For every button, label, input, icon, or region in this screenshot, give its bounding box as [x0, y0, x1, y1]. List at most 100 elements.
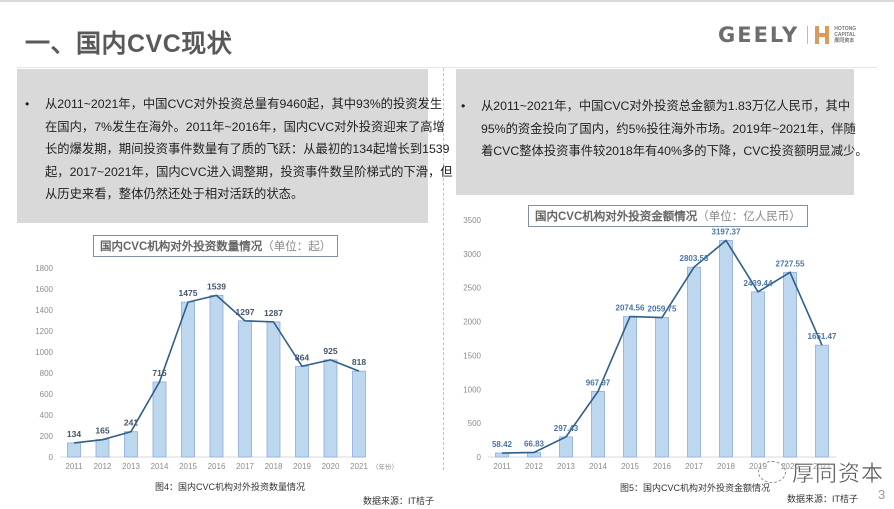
data-label: 1297 — [236, 307, 255, 317]
x-tick-label: 2018 — [717, 462, 735, 471]
bar — [124, 431, 138, 458]
bar — [238, 320, 252, 458]
brand-logo: GEELY HOTONG CAPITAL 厚同资本 — [718, 22, 856, 48]
data-label: 818 — [352, 357, 366, 367]
y-tick-label: 1500 — [463, 351, 481, 360]
data-label: 1539 — [207, 281, 226, 291]
data-label: 2727.55 — [776, 259, 805, 268]
data-label: 715 — [152, 368, 166, 378]
y-tick-label: 1400 — [35, 306, 53, 315]
page-number: 3 — [878, 487, 886, 502]
y-tick-label: 500 — [468, 419, 482, 428]
left-data-source: 数据来源：IT桔子 — [363, 496, 434, 506]
wechat-icon — [758, 461, 786, 483]
bar — [751, 291, 765, 458]
x-tick-label: 2017 — [685, 462, 703, 471]
y-tick-label: 800 — [40, 369, 54, 378]
left-summary-text: • 从2011~2021年，中国CVC对外投资总量有9460起，其中93%的投资… — [25, 93, 453, 206]
data-label: 925 — [323, 346, 337, 356]
y-tick-label: 0 — [49, 453, 54, 462]
y-tick-label: 1000 — [35, 348, 53, 357]
x-tick-label: 2014 — [151, 462, 169, 471]
trend-line — [73, 294, 360, 444]
x-tick-label: 2020 — [322, 462, 340, 471]
y-tick-label: 3500 — [463, 216, 481, 225]
left-chart-title: 国内CVC机构对外投资数量情况（单位：起） — [93, 235, 339, 257]
y-tick-label: 2500 — [463, 284, 481, 293]
bar — [323, 359, 338, 458]
y-tick-label: 1800 — [35, 264, 53, 273]
bar — [152, 381, 167, 458]
left-chart-caption: 图4：国内CVC机构对外投资数量情况 — [155, 482, 306, 492]
x-tick-label: 2021 — [350, 462, 368, 471]
trend-line — [501, 239, 823, 454]
data-label: 864 — [295, 352, 309, 362]
data-label: 134 — [67, 429, 81, 439]
bar — [687, 266, 701, 458]
x-tick-label: 2021 — [813, 462, 831, 471]
bullet-icon: • — [25, 97, 30, 111]
x-tick-label: 2011 — [493, 462, 511, 471]
data-label: 66.83 — [524, 439, 545, 448]
bar — [67, 442, 81, 458]
hotong-capital-logo: HOTONG CAPITAL 厚同资本 — [834, 26, 857, 44]
y-tick-label: 1000 — [463, 385, 481, 394]
y-tick-label: 0 — [477, 453, 482, 462]
x-tick-label: 2016 — [208, 462, 226, 471]
y-tick-label: 600 — [40, 390, 54, 399]
right-data-source: 数据来源：IT桔子 — [787, 494, 858, 504]
bar — [719, 240, 733, 458]
right-summary-box — [456, 69, 854, 195]
bar — [266, 321, 281, 458]
y-tick-label: 400 — [40, 411, 54, 420]
data-label: 241 — [124, 418, 138, 428]
geely-logo: GEELY — [718, 23, 800, 47]
x-tick-label: 2019 — [293, 462, 311, 471]
bar — [95, 439, 110, 458]
left-summary-box — [17, 69, 428, 223]
y-tick-label: 1600 — [35, 285, 53, 294]
x-tick-label: 2017 — [236, 462, 254, 471]
data-label: 2803.53 — [680, 254, 709, 263]
data-label: 967.97 — [586, 378, 611, 387]
bar — [181, 301, 195, 458]
x-tick-label: 2015 — [621, 462, 639, 471]
x-tick-label: 2013 — [122, 462, 140, 471]
y-tick-label: 200 — [40, 432, 54, 441]
bar — [295, 365, 309, 458]
x-tick-label: 2011 — [65, 462, 83, 471]
x-tick-label: 2015 — [179, 462, 197, 471]
x-tick-label: 2012 — [94, 462, 112, 471]
bar — [591, 391, 605, 458]
data-label: 1651.47 — [808, 332, 837, 341]
y-tick-label: 2000 — [463, 318, 481, 327]
x-axis-unit: （年份） — [372, 462, 398, 471]
x-tick-label: 2016 — [653, 462, 671, 471]
y-tick-label: 1200 — [35, 327, 53, 336]
watermark: 厚同资本 — [758, 456, 884, 488]
bullet-icon: • — [461, 99, 466, 113]
x-tick-label: 2018 — [265, 462, 283, 471]
x-tick-label: 2012 — [525, 462, 543, 471]
data-label: 58.42 — [492, 440, 513, 449]
y-tick-label: 3000 — [463, 250, 481, 259]
right-chart-title: 国内CVC机构对外投资金额情况（单位：亿人民币） — [528, 205, 808, 227]
right-chart-caption: 图5：国内CVC机构对外投资金额情况 — [620, 483, 771, 493]
column-separator — [443, 68, 444, 470]
data-label: 165 — [95, 426, 109, 436]
x-tick-label: 2013 — [557, 462, 575, 471]
bar — [655, 317, 669, 458]
bar — [352, 370, 366, 458]
x-tick-label: 2020 — [781, 462, 799, 471]
data-label: 2074.56 — [616, 304, 645, 313]
data-label: 297.43 — [554, 424, 579, 433]
bar — [815, 344, 829, 458]
x-tick-label: 2014 — [589, 462, 607, 471]
data-label: 2439.44 — [744, 279, 773, 288]
data-label: 1287 — [264, 308, 283, 318]
hotong-h-icon — [815, 26, 830, 44]
logo-divider — [807, 26, 809, 44]
data-label: 1475 — [179, 288, 198, 298]
header-divider — [17, 67, 877, 68]
